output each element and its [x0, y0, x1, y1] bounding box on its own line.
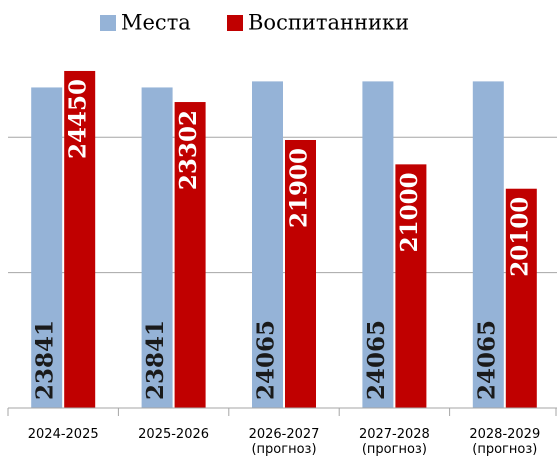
x-tick-label: 2025-2026: [138, 427, 210, 442]
bar: [64, 70, 96, 408]
legend-label: Места: [121, 11, 191, 35]
legend-label: Воспитанники: [248, 11, 409, 35]
value-label: 23302: [175, 110, 202, 190]
value-label: 23841: [32, 320, 59, 400]
bar: [362, 81, 394, 409]
value-label: 24065: [473, 320, 500, 400]
x-tick-label: 2027-2028 (прогноз): [358, 427, 430, 457]
value-label: 21900: [286, 148, 313, 228]
bar: [141, 87, 173, 409]
value-label: 24065: [363, 320, 390, 400]
value-label: 20100: [506, 197, 533, 277]
x-tick-label: 2026-2027 (прогноз): [248, 427, 320, 457]
value-label: 24065: [253, 320, 280, 400]
x-tick-label: 2028-2029 (прогноз): [469, 427, 541, 457]
legend-swatch: [100, 15, 116, 31]
value-label: 21000: [396, 172, 423, 252]
legend-swatch: [227, 15, 243, 31]
bar: [505, 188, 537, 408]
bar: [285, 139, 316, 408]
bar: [174, 102, 206, 409]
bar: [395, 164, 427, 408]
value-label: 24450: [65, 79, 92, 159]
value-label: 23841: [142, 320, 169, 400]
bar: [472, 81, 504, 409]
bar: [31, 87, 63, 409]
bar: [252, 81, 283, 409]
x-tick-label: 2024-2025: [27, 427, 99, 442]
